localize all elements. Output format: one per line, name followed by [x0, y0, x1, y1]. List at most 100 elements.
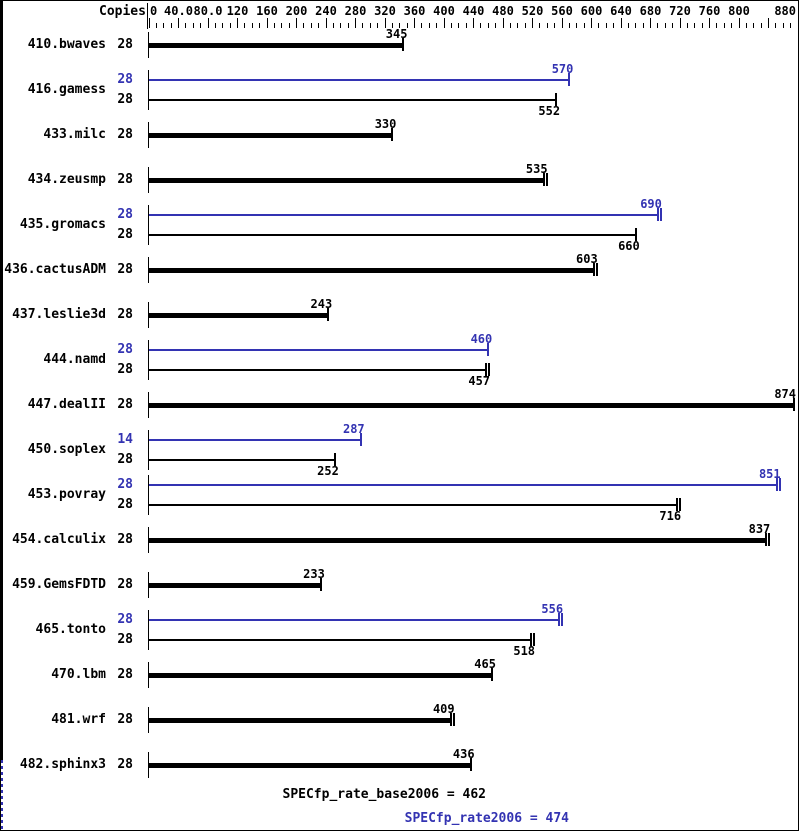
axis-minor-tick [524, 23, 526, 28]
axis-major-tick [532, 18, 533, 28]
bar-value-label: 460 [470, 332, 493, 346]
axis-minor-tick [377, 23, 379, 28]
axis-minor-tick [281, 23, 283, 28]
copies-value: 28 [117, 452, 133, 467]
row-axis-segment [148, 662, 149, 688]
axis-minor-tick [310, 23, 312, 28]
axis-minor-tick [303, 23, 305, 28]
axis-minor-tick [214, 23, 216, 28]
bar-value-label: 465 [474, 657, 496, 671]
bar-peak [149, 619, 560, 621]
bar-base [149, 673, 492, 678]
axis-minor-tick [369, 23, 371, 28]
axis-tick-label: 480 [492, 4, 514, 18]
axis-major-tick [620, 18, 622, 28]
benchmark-label: 459.GemsFDTD [12, 577, 106, 592]
axis-minor-tick [332, 23, 334, 28]
axis-minor-tick [251, 23, 253, 28]
axis-minor-tick [782, 23, 784, 28]
axis-minor-tick [421, 23, 423, 28]
axis-minor-tick [546, 23, 548, 28]
bar-value-label: 243 [310, 297, 333, 311]
bar-end-mark [558, 613, 561, 626]
benchmark-label: 453.povray [27, 487, 106, 502]
bar-value-label: 330 [374, 117, 397, 131]
copies-value: 28 [117, 712, 133, 727]
axis-tick-label: 520 [521, 4, 544, 18]
bar-end-mark [595, 263, 598, 276]
bar-value-label: 603 [576, 252, 598, 266]
axis-minor-tick [554, 23, 556, 28]
bar-value-label: 518 [513, 644, 536, 658]
axis-minor-tick [716, 23, 718, 28]
bar-base [149, 268, 594, 273]
row-axis-segment [148, 257, 149, 283]
bar-end-mark [676, 498, 679, 511]
benchmark-label: 434.zeusmp [27, 172, 106, 187]
benchmark-label: 444.namd [43, 352, 106, 367]
benchmark-label: 410.bwaves [27, 37, 106, 52]
row-axis-segment [148, 707, 149, 733]
axis-tick-label: 440 [462, 4, 485, 18]
axis-major-tick [650, 18, 651, 28]
bar-base [149, 234, 636, 236]
axis-minor-tick [517, 23, 519, 28]
axis-major-tick [591, 18, 592, 28]
ref-line-base-label: SPECfp_rate_base2006 = 462 [282, 787, 487, 802]
bar-end-mark [452, 713, 455, 726]
copies-value: 28 [117, 92, 133, 107]
axis-minor-tick [340, 23, 342, 28]
benchmark-label: 454.calculix [12, 532, 106, 547]
benchmark-label: 470.lbm [51, 667, 106, 682]
bar-base [149, 133, 393, 138]
bar-end-mark [490, 668, 493, 681]
bar-end-mark [542, 173, 545, 186]
axis-major-tick [561, 18, 563, 28]
copies-value: 28 [117, 37, 133, 52]
row-axis-segment [148, 430, 149, 470]
copies-column-header: Copies [99, 4, 146, 19]
axis-major-tick [237, 18, 238, 28]
copies-value: 28 [117, 262, 133, 277]
bar-end-mark [487, 343, 490, 356]
bar-value-label: 837 [748, 522, 771, 536]
axis-minor-tick [672, 23, 674, 28]
axis-minor-tick [701, 23, 703, 28]
copies-value: 28 [117, 757, 133, 772]
benchmark-label: 447.dealII [27, 397, 106, 412]
bar-end-mark [319, 578, 322, 591]
bar-end-mark [469, 758, 472, 771]
benchmark-label: 450.soplex [27, 442, 106, 457]
bar-base [149, 43, 404, 48]
bar-base [149, 538, 767, 543]
axis-tick-label: 800 [728, 4, 750, 18]
axis-minor-tick [399, 23, 401, 28]
bar-peak [149, 439, 361, 441]
axis-major-tick [797, 18, 798, 28]
axis-tick-label: 640 [610, 4, 632, 18]
axis-major-tick [679, 18, 681, 28]
axis-major-tick [325, 18, 327, 28]
bar-end-mark [775, 478, 778, 491]
bar-end-mark [488, 363, 491, 376]
row-axis-segment [148, 122, 149, 148]
bar-peak [149, 79, 570, 81]
axis-minor-tick [775, 23, 777, 28]
copies-value: 28 [117, 667, 133, 682]
row-axis-segment [148, 475, 149, 515]
axis-major-tick [296, 18, 297, 28]
axis-major-tick [207, 18, 209, 28]
axis-minor-tick [465, 23, 467, 28]
ref-line-peak-label: SPECfp_rate2006 = 474 [404, 811, 569, 826]
bar-base [149, 583, 321, 588]
row-axis-segment [148, 167, 149, 193]
axis-tick-label: 160 [256, 4, 278, 18]
ref-line-base [1, 1, 3, 760]
axis-minor-tick [229, 23, 231, 28]
row-axis-segment [148, 610, 149, 650]
axis-minor-tick [200, 23, 202, 28]
bar-end-mark [327, 308, 330, 321]
copies-value: 28 [117, 612, 133, 627]
copies-value: 28 [117, 307, 133, 322]
